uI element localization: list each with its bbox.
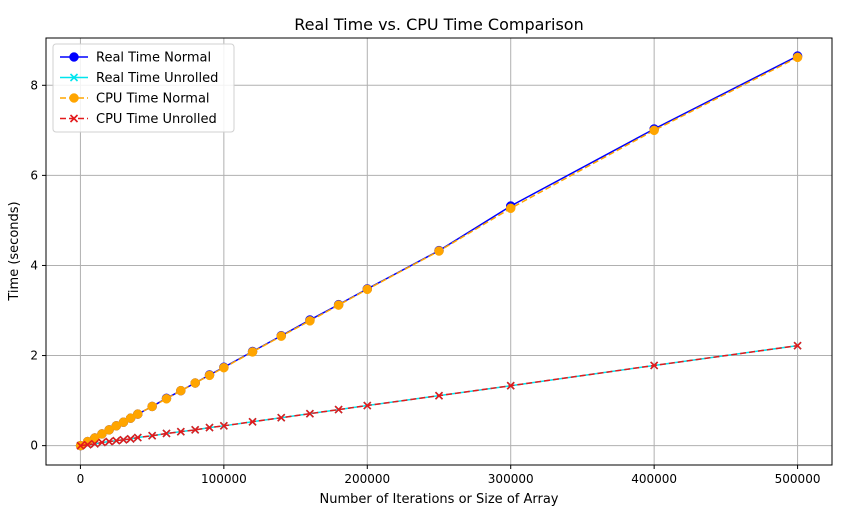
data-point — [76, 441, 85, 450]
data-point — [90, 439, 99, 448]
series-cpu-time-unrolled — [76, 341, 802, 450]
y-tick-label: 4 — [30, 258, 38, 272]
legend-item: CPU Time Normal — [60, 92, 210, 107]
data-point — [126, 434, 135, 443]
series-layer — [75, 51, 803, 451]
data-point — [191, 425, 200, 434]
data-point — [247, 347, 258, 357]
data-point — [162, 429, 171, 438]
data-point — [97, 438, 107, 447]
x-tick-label: 400000 — [631, 472, 677, 486]
legend-label: Real Time Unrolled — [96, 71, 218, 86]
y-tick-label: 6 — [30, 168, 38, 182]
legend-label: CPU Time Normal — [96, 92, 210, 107]
data-point — [305, 316, 315, 326]
legend-item: CPU Time Unrolled — [60, 112, 217, 127]
data-point — [176, 427, 185, 436]
data-point — [362, 284, 373, 295]
y-tick-label: 8 — [30, 78, 38, 92]
x-tick-label: 100000 — [201, 472, 247, 486]
data-point — [90, 433, 100, 443]
legend-item: Real Time Unrolled — [60, 71, 218, 86]
x-axis-label: Number of Iterations or Size of Array — [320, 492, 559, 507]
data-point — [83, 440, 92, 449]
data-point — [97, 429, 107, 439]
data-point — [205, 423, 214, 432]
data-point — [793, 341, 802, 350]
chart-title: Real Time vs. CPU Time Comparison — [294, 15, 583, 34]
y-tick-label: 2 — [30, 349, 38, 363]
data-point — [104, 425, 114, 435]
y-axis-label: Time (seconds) — [7, 201, 22, 301]
data-point — [333, 300, 344, 310]
data-point — [650, 361, 659, 370]
legend-swatch-marker — [69, 114, 79, 123]
data-point — [190, 378, 200, 388]
data-point — [125, 413, 136, 423]
legend-label: CPU Time Unrolled — [96, 112, 217, 127]
data-point — [248, 417, 257, 426]
axes: 0 100000 200000 300000 400000 500000 0 2 4 6 8 — [30, 78, 820, 486]
data-point — [161, 394, 172, 404]
legend-swatch-marker — [69, 93, 79, 103]
data-point — [305, 409, 314, 418]
data-point — [277, 413, 286, 422]
data-point — [219, 362, 229, 373]
plot-area — [45, 37, 833, 466]
data-point — [363, 401, 372, 410]
legend-swatch-marker — [69, 73, 79, 82]
data-point — [219, 421, 228, 430]
legend-item: Real Time Normal — [60, 51, 211, 66]
data-point — [792, 52, 803, 63]
x-tick-label: 300000 — [488, 472, 534, 486]
data-point — [112, 436, 121, 445]
data-point — [204, 370, 215, 381]
legend: Real Time Normal Real Time Unrolled CPU Ti… — [52, 43, 235, 133]
x-tick-label: 500000 — [775, 472, 821, 486]
legend-label: Real Time Normal — [96, 51, 211, 66]
series-cpu-time-normal — [75, 52, 803, 451]
data-point — [133, 409, 143, 419]
legend-box — [52, 43, 235, 133]
data-point — [276, 331, 286, 341]
x-tick-label: 0 — [77, 472, 85, 486]
legend-swatch-marker — [69, 52, 79, 62]
data-point — [133, 433, 142, 442]
data-point — [506, 381, 515, 390]
data-point — [119, 435, 128, 444]
data-point — [176, 385, 186, 396]
data-point — [649, 125, 659, 136]
data-point — [434, 246, 444, 256]
data-point — [334, 405, 343, 414]
data-point — [147, 401, 157, 412]
y-tick-label: 0 — [30, 439, 38, 453]
data-point — [105, 437, 114, 446]
x-tick-label: 200000 — [344, 472, 390, 486]
data-point — [434, 391, 444, 400]
data-point — [505, 203, 516, 214]
data-point — [148, 431, 157, 440]
data-point — [118, 417, 129, 427]
